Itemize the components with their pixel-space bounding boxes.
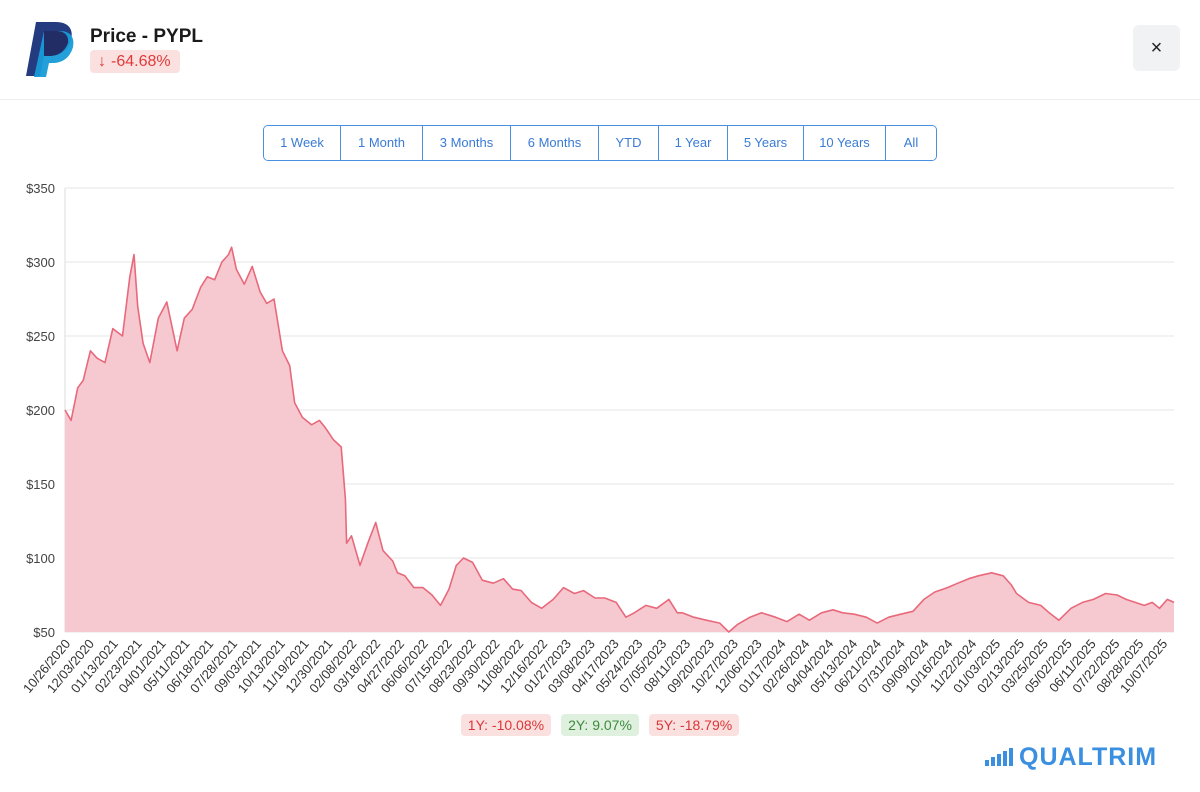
y-tick-label: $100: [26, 551, 55, 566]
y-tick-label: $200: [26, 403, 55, 418]
y-tick-label: $250: [26, 329, 55, 344]
range-1-year-button[interactable]: 1 Year: [659, 126, 728, 160]
stat-1y-badge: 1Y: -10.08%: [460, 714, 552, 736]
stat-2y-badge: 2Y: 9.07%: [561, 714, 639, 736]
y-tick-label: $300: [26, 255, 55, 270]
change-value: -64.68%: [111, 53, 171, 70]
range-3-months-button[interactable]: 3 Months: [423, 126, 511, 160]
arrow-down-icon: ↓: [98, 53, 106, 70]
brand-name: QUALTRIM: [1019, 742, 1158, 771]
range-10-years-button[interactable]: 10 Years: [804, 126, 886, 160]
range-1-week-button[interactable]: 1 Week: [264, 126, 341, 160]
return-stats: 1Y: -10.08% 2Y: 9.07% 5Y: -18.79%: [0, 714, 1200, 736]
price-chart: $50$100$150$200$250$300$35010/26/202012/…: [20, 181, 1175, 696]
y-tick-label: $350: [26, 181, 55, 196]
range-all-button[interactable]: All: [886, 126, 936, 160]
change-badge: ↓ -64.68%: [90, 50, 180, 73]
stat-5y-badge: 5Y: -18.79%: [648, 714, 740, 736]
paypal-logo-icon: [26, 22, 74, 77]
range-5-years-button[interactable]: 5 Years: [728, 126, 804, 160]
range-selector: 1 Week 1 Month 3 Months 6 Months YTD 1 Y…: [263, 125, 937, 161]
y-tick-label: $50: [33, 625, 55, 640]
bar-chart-icon: [985, 748, 1013, 766]
close-button[interactable]: ×: [1133, 25, 1180, 71]
price-line: [64, 246, 1175, 633]
header: Price - PYPL ↓ -64.68% ×: [0, 0, 1200, 100]
brand-logo: QUALTRIM: [985, 742, 1157, 772]
page-title: Price - PYPL: [90, 26, 203, 47]
y-tick-label: $150: [26, 477, 55, 492]
price-area: [65, 247, 1174, 632]
range-6-months-button[interactable]: 6 Months: [511, 126, 599, 160]
range-ytd-button[interactable]: YTD: [599, 126, 659, 160]
range-1-month-button[interactable]: 1 Month: [341, 126, 423, 160]
